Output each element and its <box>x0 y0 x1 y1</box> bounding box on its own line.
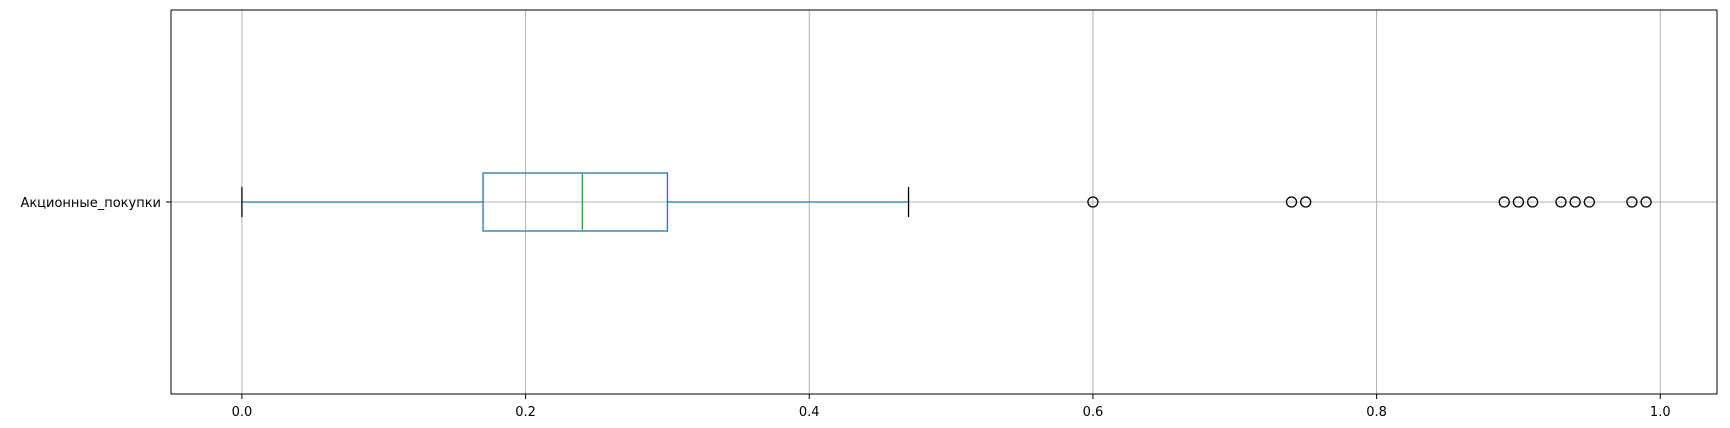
outlier-point <box>1583 196 1595 208</box>
y-axis-ticks: Акционные_покупки <box>20 196 171 211</box>
x-tick-label: 0.0 <box>232 405 253 420</box>
outlier-points <box>1087 196 1652 208</box>
x-tick-label: 0.2 <box>515 405 536 420</box>
outlier-point <box>1640 196 1652 208</box>
outlier-point <box>1555 196 1567 208</box>
outlier-point <box>1087 196 1099 208</box>
x-tick-label: 0.8 <box>1366 405 1387 420</box>
outlier-point <box>1498 196 1510 208</box>
iqr-box <box>482 172 669 232</box>
x-tick-label: 0.4 <box>799 405 820 420</box>
box-elements <box>241 172 910 232</box>
outlier-point <box>1300 196 1312 208</box>
outlier-point <box>1512 196 1525 208</box>
outlier-point <box>1285 196 1298 208</box>
outlier-point <box>1526 196 1539 208</box>
outlier-point <box>1569 196 1581 208</box>
outlier-point <box>1626 196 1638 208</box>
x-tick-label: 1.0 <box>1650 405 1671 420</box>
x-tick-label: 0.6 <box>1083 405 1104 420</box>
y-category-label: Акционные_покупки <box>20 196 161 211</box>
x-axis-ticks: 0.0 0.2 0.4 0.6 0.8 1.0 <box>232 394 1671 420</box>
